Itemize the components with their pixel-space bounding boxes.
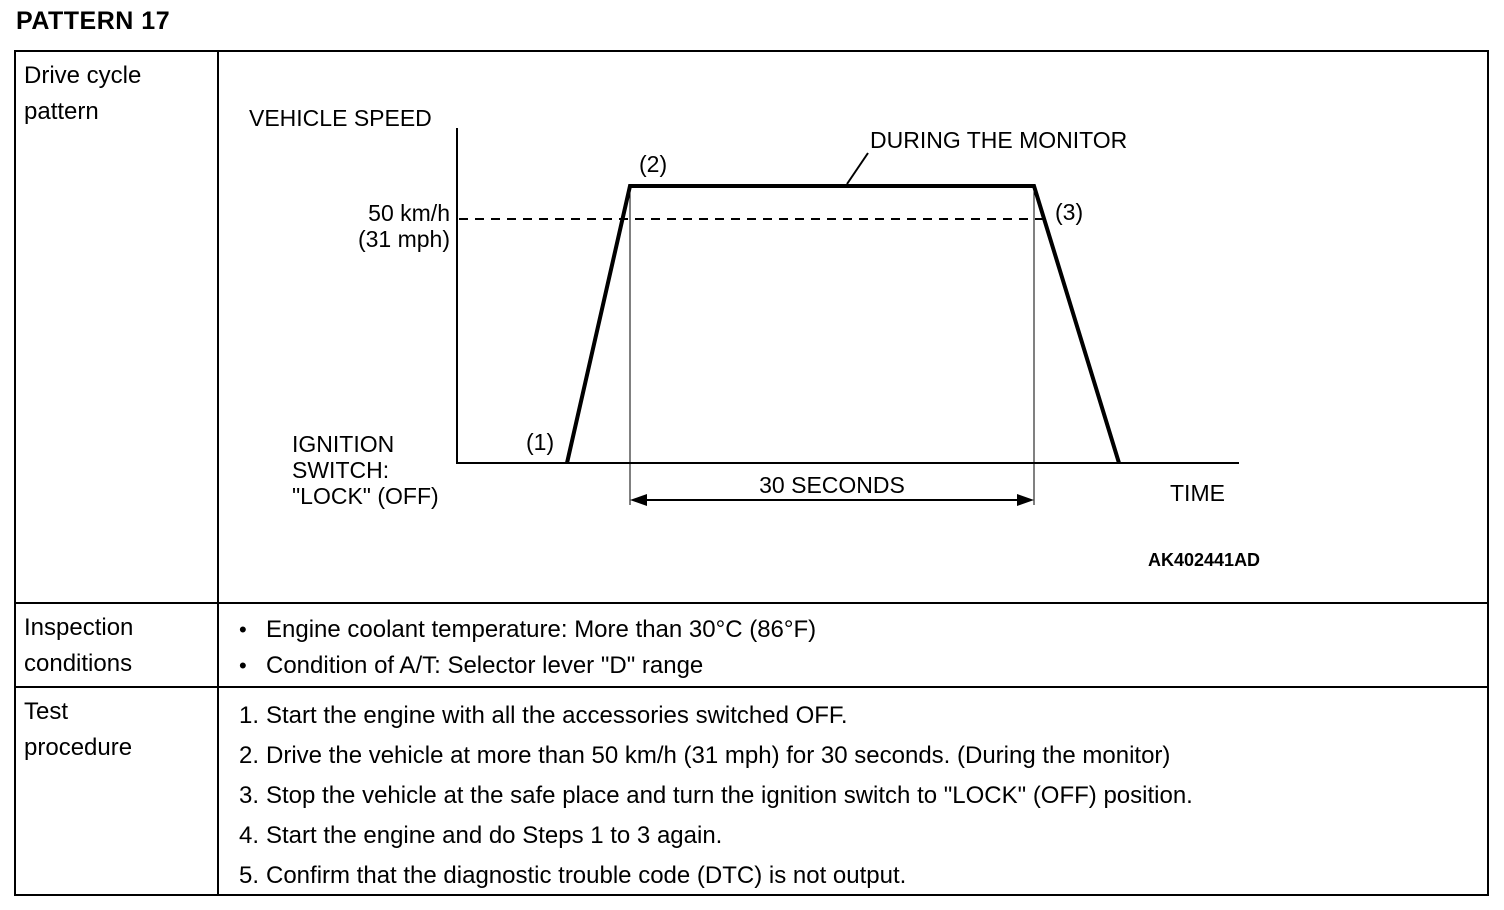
step-number: 3. <box>239 782 260 809</box>
figure-code: AK402441AD <box>1148 550 1260 570</box>
test-procedure-list: 1. Start the engine with all the accesso… <box>219 688 1487 896</box>
duration-arrowhead-right <box>1017 494 1034 506</box>
row-header-line: conditions <box>24 650 133 677</box>
step-text: Confirm that the diagnostic trouble code… <box>266 862 907 889</box>
list-item: • Engine coolant temperature: More than … <box>239 612 1487 648</box>
row-header-drive-cycle-pattern: Drive cycle pattern <box>16 52 219 602</box>
point-2-label: (2) <box>639 151 667 177</box>
page-title: PATTERN 17 <box>16 7 171 35</box>
test-procedure-cell: 1. Start the engine with all the accesso… <box>219 686 1487 896</box>
step-number: 1. <box>239 702 260 729</box>
during-monitor-label: DURING THE MONITOR <box>870 127 1127 153</box>
list-item: 4. Start the engine and do Steps 1 to 3 … <box>239 816 1487 856</box>
ignition-switch-label-line3: "LOCK" (OFF) <box>292 483 439 509</box>
list-item: 1. Start the engine with all the accesso… <box>239 696 1487 736</box>
vehicle-speed-label: VEHICLE SPEED <box>249 105 432 131</box>
ignition-switch-label-line1: IGNITION <box>292 431 394 457</box>
bullet-icon: • <box>239 653 247 678</box>
inspection-conditions-cell: • Engine coolant temperature: More than … <box>219 602 1487 686</box>
row-header-line: Inspection <box>24 614 134 641</box>
drive-cycle-table: Drive cycle pattern <box>14 50 1489 896</box>
duration-arrowhead-left <box>630 494 647 506</box>
duration-label: 30 SECONDS <box>759 472 905 498</box>
step-text: Start the engine and do Steps 1 to 3 aga… <box>266 822 723 849</box>
list-item: 3. Stop the vehicle at the safe place an… <box>239 776 1487 816</box>
condition-text: Condition of A/T: Selector lever "D" ran… <box>266 652 704 679</box>
monitor-leader-line <box>846 152 869 185</box>
condition-text: Engine coolant temperature: More than 30… <box>266 616 817 643</box>
point-3-label: (3) <box>1055 199 1083 225</box>
speed-threshold-label-line1: 50 km/h <box>368 200 450 226</box>
step-number: 4. <box>239 822 260 849</box>
step-text: Start the engine with all the accessorie… <box>266 702 848 729</box>
row-header-line: procedure <box>24 734 133 761</box>
drive-cycle-diagram: VEHICLE SPEED 50 km/h (31 mph) DURING TH… <box>249 105 1260 570</box>
step-text: Drive the vehicle at more than 50 km/h (… <box>266 742 1171 769</box>
step-number: 2. <box>239 742 260 769</box>
time-axis-label: TIME <box>1170 480 1225 506</box>
list-item: • Condition of A/T: Selector lever "D" r… <box>239 648 1487 684</box>
row-header-test-procedure: Test procedure <box>16 686 219 896</box>
ignition-switch-label-line2: SWITCH: <box>292 457 389 483</box>
row-header-line: pattern <box>24 98 99 125</box>
bullet-icon: • <box>239 617 247 642</box>
step-number: 5. <box>239 862 260 889</box>
row-header-line: Drive cycle <box>24 62 142 89</box>
point-1-label: (1) <box>526 429 554 455</box>
speed-threshold-label-line2: (31 mph) <box>358 226 450 252</box>
speed-trace-line <box>565 184 1121 464</box>
list-item: 5. Confirm that the diagnostic trouble c… <box>239 856 1487 896</box>
diagram-cell: VEHICLE SPEED 50 km/h (31 mph) DURING TH… <box>219 52 1487 602</box>
row-header-inspection-conditions: Inspection conditions <box>16 602 219 686</box>
list-item: 2. Drive the vehicle at more than 50 km/… <box>239 736 1487 776</box>
row-header-line: Test <box>24 698 69 725</box>
step-text: Stop the vehicle at the safe place and t… <box>266 782 1193 809</box>
inspection-conditions-list: • Engine coolant temperature: More than … <box>219 604 1487 684</box>
